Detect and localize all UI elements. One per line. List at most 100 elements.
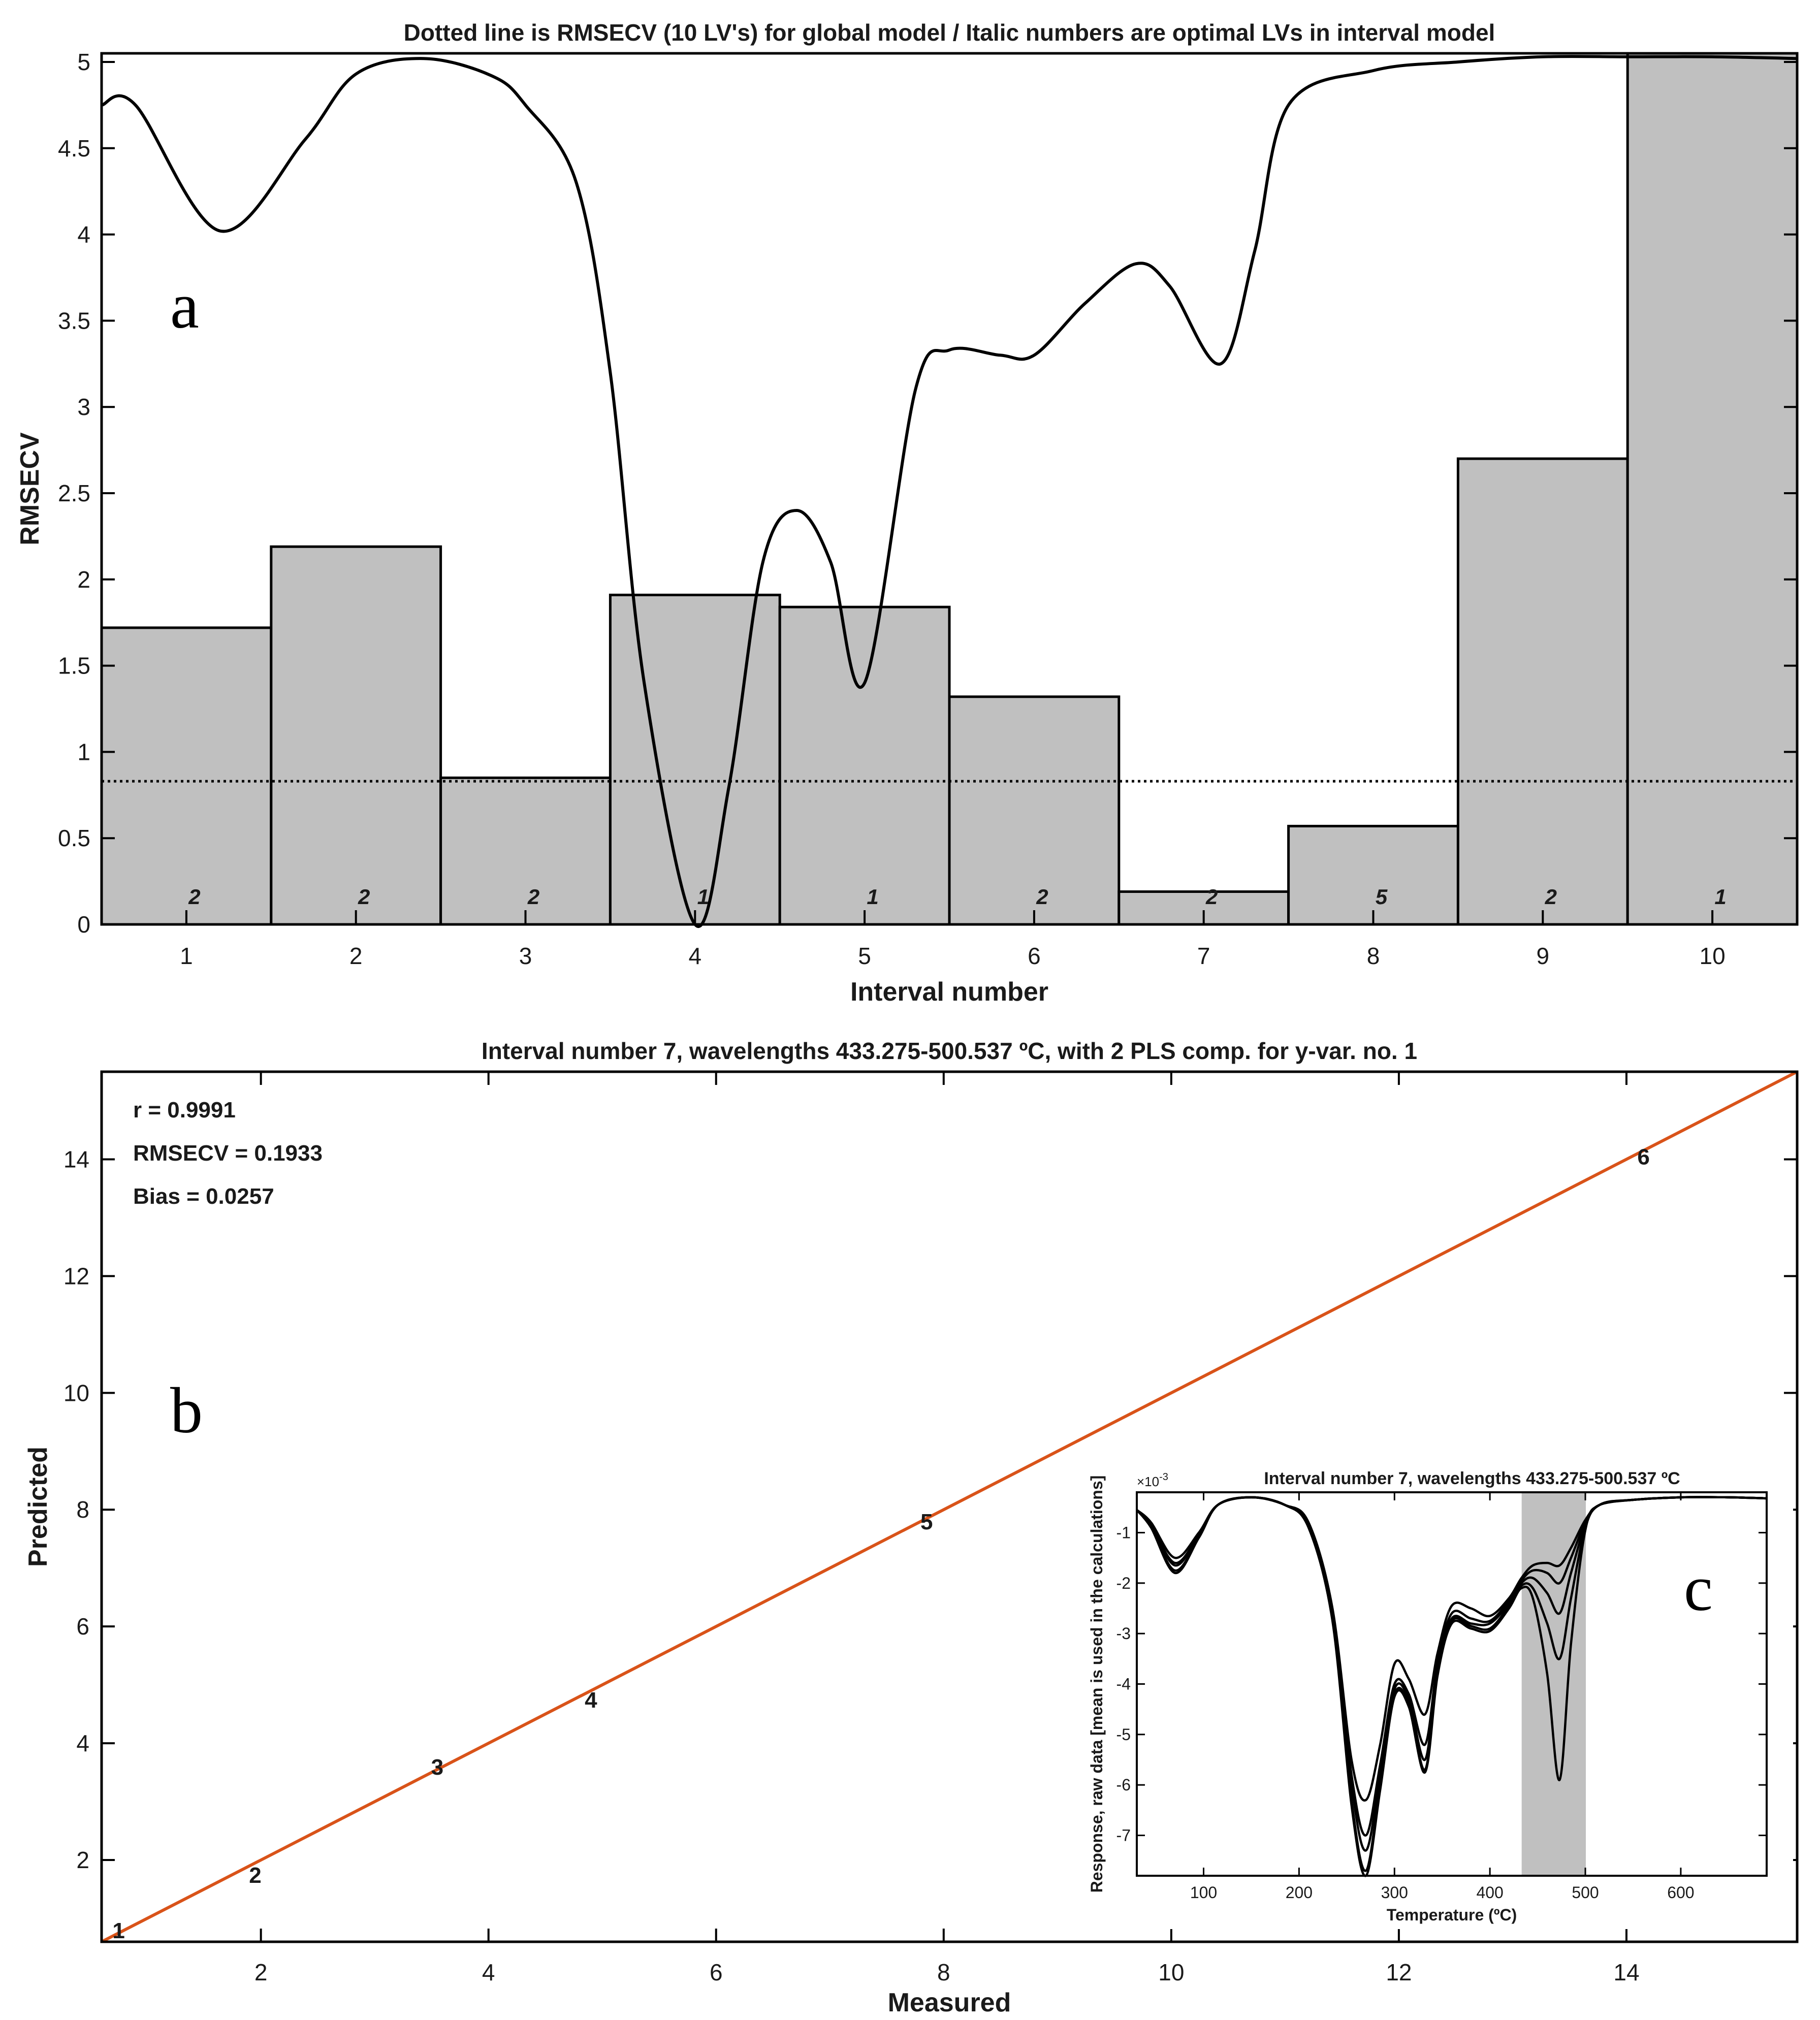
y-tick-label: -3 [1116,1624,1131,1643]
y-tick-label: -7 [1116,1826,1131,1845]
bar [439,776,612,926]
panel-c-y-axis-label: Response, raw data [mean is used in the … [1088,1476,1106,1893]
bar [1456,457,1629,926]
y-tick-label: -2 [1116,1574,1131,1592]
point-label: 5 [920,1510,933,1534]
y-tick-labels: -7 -6 -5 -4 -3 -2 -1 [1116,1523,1767,1845]
x-tick-label: 2 [349,943,363,969]
y-tick-label: 2 [76,1847,89,1873]
bar [1287,824,1459,926]
bar [609,593,781,926]
inset-background [1082,1462,1793,1929]
panel-a-x-axis-label: Interval number [850,977,1048,1007]
y-tick-label: 0.5 [58,825,90,851]
point-label: 6 [1637,1145,1649,1170]
panel-c-x-axis-label: Temperature (ºC) [1387,1906,1517,1924]
point-label: 4 [585,1688,597,1713]
x-tick-label: 600 [1667,1883,1694,1902]
panel-a-letter: a [170,270,199,342]
y-tick-label: 2.5 [58,480,90,506]
x-tick-label: 7 [1197,943,1210,969]
optimal-lv-labels: 2 2 2 1 1 2 2 5 2 1 [188,885,1727,909]
y-tick-label: 0 [77,911,90,938]
point-label: 3 [431,1755,443,1780]
stat-r: r = 0.9991 [133,1098,236,1123]
y-tick-label: 1 [77,739,90,765]
y-tick-label: 14 [63,1146,89,1172]
x-tick-label: 6 [1028,943,1041,969]
x-tick-label: 6 [710,1959,723,1985]
panel-c-title: Interval number 7, wavelengths 433.275-5… [1264,1469,1680,1488]
bar [270,545,442,926]
panel-a-bar-chart: Dotted line is RMSECV (10 LV's) for glob… [15,19,1799,1007]
x-tick-label: 400 [1476,1883,1503,1902]
optimal-lv-label: 2 [358,885,370,909]
y-tick-label: 3 [77,394,90,420]
point-labels: 1 2 3 4 5 6 [112,1145,1649,1943]
y-tick-label: -1 [1116,1523,1131,1542]
optimal-lv-label: 2 [1205,885,1218,909]
optimal-lv-label: 5 [1376,885,1388,909]
stat-rmsecv: RMSECV = 0.1933 [133,1141,323,1166]
bar [948,695,1121,926]
bar-group [100,52,1799,926]
panel-b-scatter-chart: Interval number 7, wavelengths 433.275-5… [23,1038,1799,2017]
x-tick-label: 12 [1386,1959,1412,1985]
y-tick-label: 6 [76,1613,89,1640]
point-label: 1 [112,1918,124,1943]
optimal-lv-label: 1 [1714,885,1726,909]
point-label: 2 [249,1863,261,1888]
panel-c-letter: c [1684,1552,1713,1624]
optimal-lv-label: 1 [867,885,878,909]
y-tick-label: -6 [1116,1776,1131,1794]
y-tick-label: -4 [1116,1675,1131,1693]
x-tick-labels: 1 2 3 4 5 6 7 8 9 10 [180,943,1726,969]
optimal-lv-label: 2 [527,885,539,909]
spectrum-line [1136,1496,1767,1877]
statistics-box: r = 0.9991 RMSECV = 0.1933 Bias = 0.0257 [133,1098,323,1209]
x-tick-label: 8 [1367,943,1380,969]
y-tick-label: -5 [1116,1725,1131,1744]
x-tick-label: 1 [180,943,193,969]
panel-b-letter: b [170,1374,203,1447]
panel-c-axes-frame [1136,1491,1768,1877]
y-tick-label: 3.5 [58,307,90,334]
y-tick-label: 12 [63,1263,89,1289]
x-tick-labels: 100 200 300 400 500 600 [1190,1492,1695,1902]
panel-a-y-axis-label: RMSECV [15,432,45,546]
panel-b-title: Interval number 7, wavelengths 433.275-5… [482,1038,1417,1064]
y-tick-label: 4.5 [58,135,90,162]
x-tick-label: 3 [519,943,532,969]
optimal-lv-label: 2 [188,885,200,909]
stat-bias: Bias = 0.0257 [133,1184,274,1209]
panel-a-axes-frame [100,52,1799,926]
x-tick-label: 4 [482,1959,495,1985]
selected-interval-band [1521,1492,1586,1876]
optimal-lv-label: 2 [1545,885,1557,909]
panel-a-title: Dotted line is RMSECV (10 LV's) for glob… [404,19,1495,46]
y-tick-label: 4 [77,221,90,248]
y-tick-labels: 0 0.5 1 1.5 2 2.5 3 3.5 4 4.5 5 [58,49,1797,938]
y-tick-label: 8 [76,1496,89,1523]
x-tick-label: 300 [1381,1883,1408,1902]
x-tick-label: 100 [1190,1883,1217,1902]
exponent-label: ×10-3 [1137,1471,1168,1489]
panel-b-axes-frame [100,1070,1799,1943]
fit-line [101,1070,1798,1943]
y-tick-label: 2 [77,566,90,593]
x-tick-label: 500 [1572,1883,1599,1902]
panel-c-inset-line-chart: Interval number 7, wavelengths 433.275-5… [1082,1462,1793,1929]
x-tick-label: 14 [1613,1959,1639,1985]
y-tick-label: 5 [77,49,90,75]
y-tick-labels: 2 4 6 8 10 12 14 [63,1146,89,1873]
x-tick-label: 10 [1700,943,1726,969]
x-tick-labels: 2 4 6 8 10 12 14 [254,1959,1640,1985]
optimal-lv-label: 1 [697,885,709,909]
exponent-power: -3 [1159,1471,1168,1483]
x-tick-label: 4 [689,943,702,969]
x-tick-label: 9 [1537,943,1550,969]
panel-b-x-axis-label: Measured [888,1988,1011,2017]
bar [100,626,273,926]
bar [778,605,951,926]
